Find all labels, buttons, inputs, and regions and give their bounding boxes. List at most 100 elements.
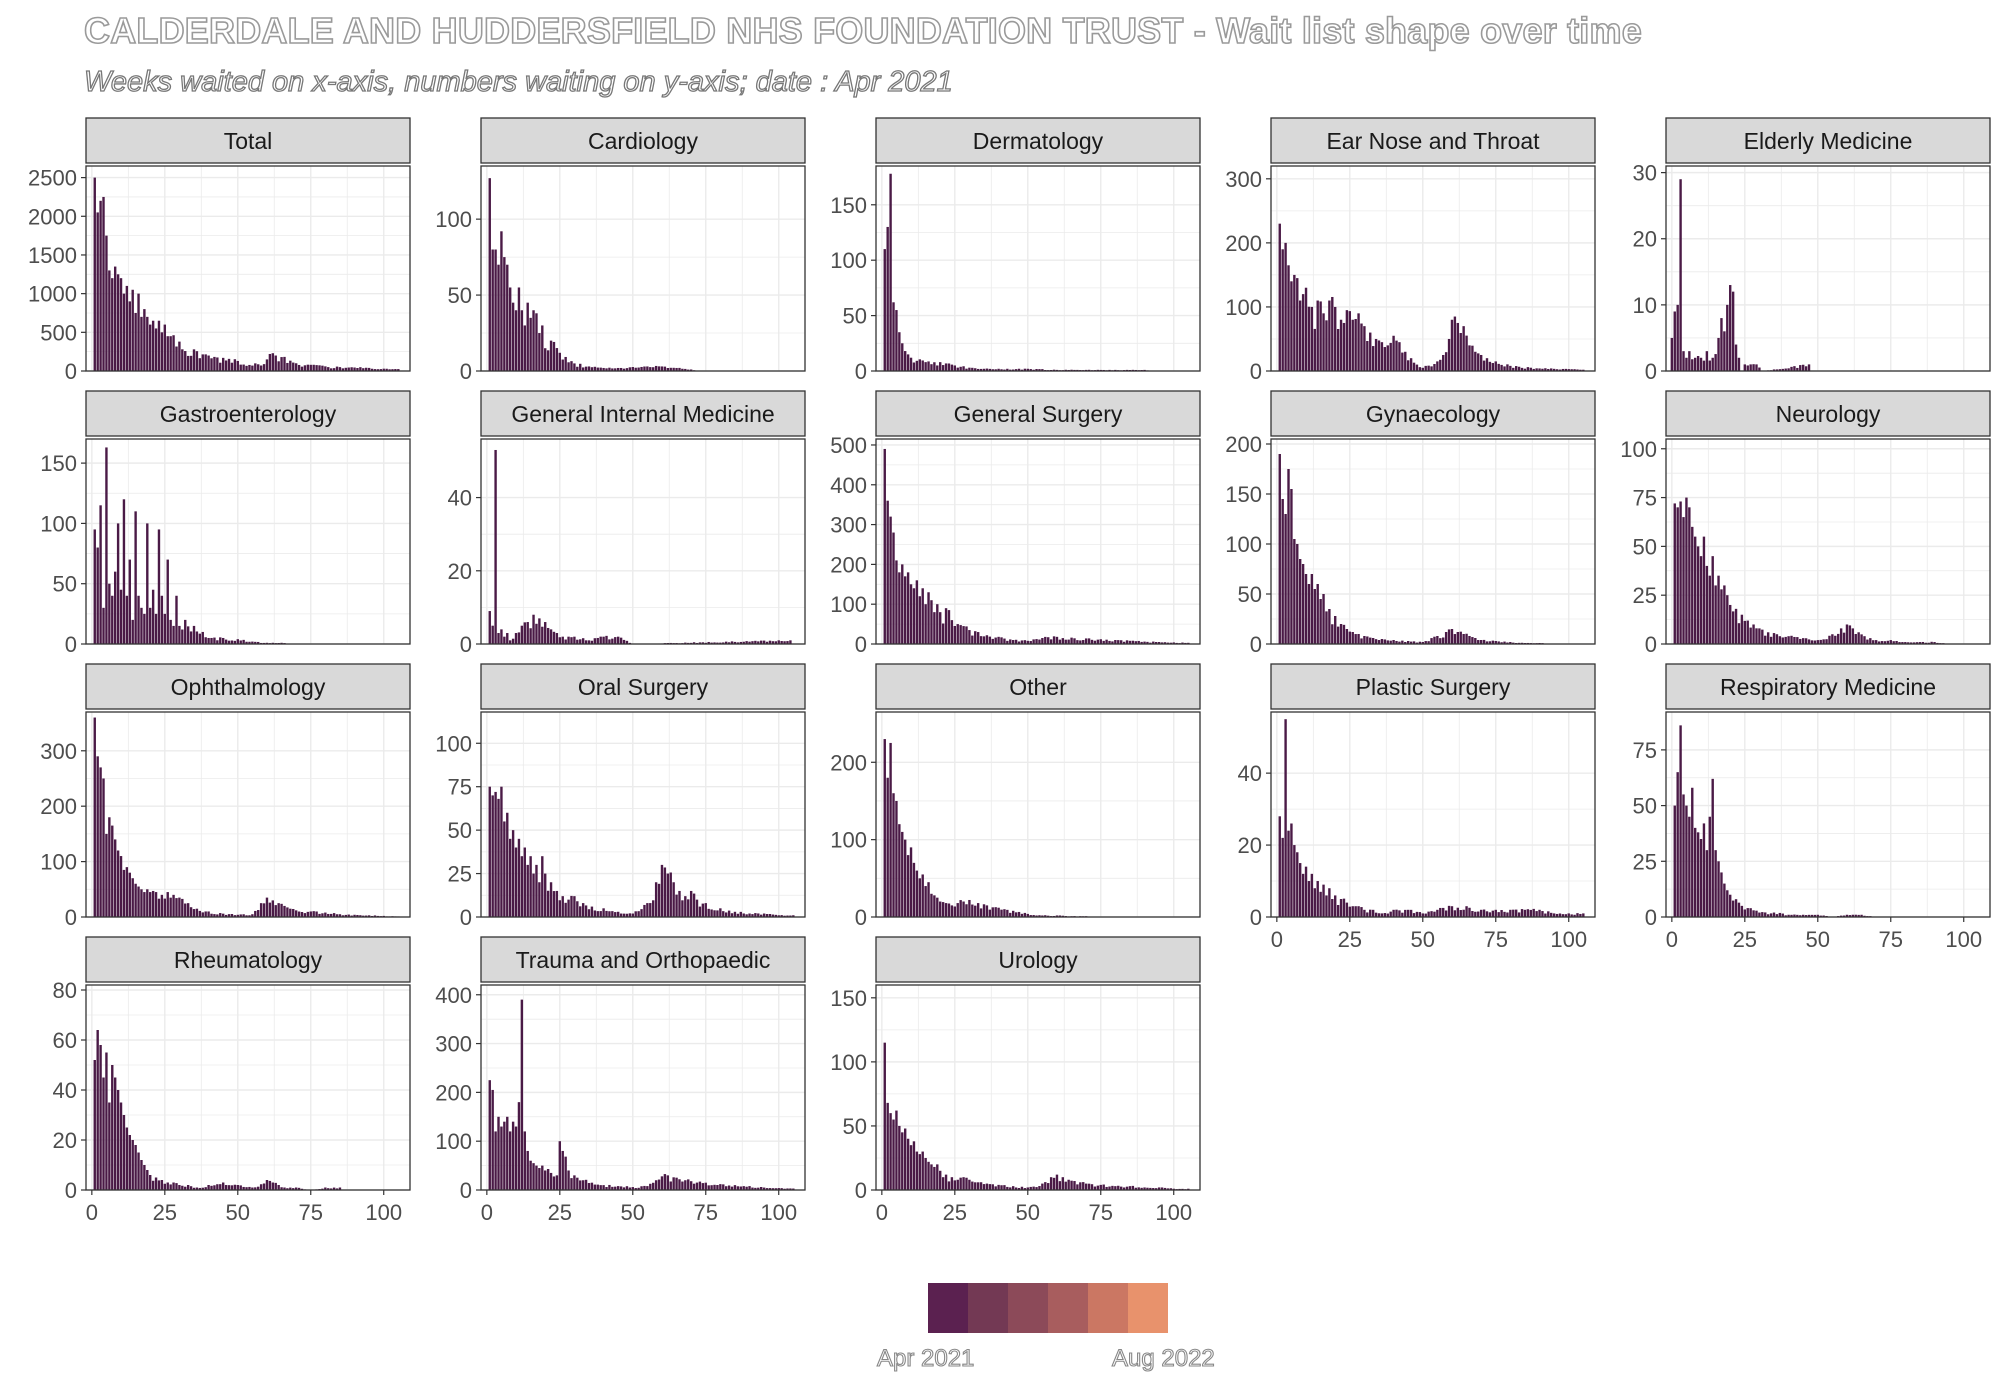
bar <box>520 625 524 644</box>
bar <box>965 1177 968 1190</box>
bar <box>1421 913 1424 917</box>
bar <box>151 589 155 644</box>
bar <box>649 367 652 371</box>
bar <box>1784 915 1787 917</box>
bar <box>646 366 649 371</box>
x-tick-label: 0 <box>481 1200 493 1225</box>
bar <box>312 364 315 371</box>
y-tick-label: 100 <box>40 850 77 875</box>
bar <box>555 1175 559 1190</box>
bar <box>684 1180 687 1190</box>
bar <box>541 325 544 371</box>
bar <box>146 316 149 371</box>
bar <box>1052 1177 1056 1190</box>
bar <box>1734 608 1738 644</box>
bar <box>1298 863 1302 917</box>
bar <box>649 903 652 917</box>
bar <box>684 642 687 644</box>
bar <box>1514 909 1518 917</box>
x-tick-label: 25 <box>943 1200 967 1225</box>
bar <box>895 1110 898 1190</box>
bar <box>1787 914 1790 917</box>
bar <box>1758 628 1761 644</box>
bar <box>1848 915 1852 917</box>
bar <box>1781 368 1784 371</box>
bar <box>1860 914 1863 917</box>
bar <box>599 1185 602 1190</box>
bar <box>889 742 892 917</box>
bar <box>1392 909 1395 917</box>
bar <box>780 641 783 644</box>
bar <box>365 915 368 917</box>
bar <box>1872 640 1875 644</box>
bar <box>1029 641 1032 644</box>
bar <box>239 1185 242 1190</box>
bar <box>663 867 667 917</box>
bar <box>213 637 216 644</box>
bar <box>616 1186 620 1190</box>
bar <box>544 622 547 644</box>
bar <box>1084 1183 1088 1190</box>
bar <box>514 633 518 644</box>
bar <box>1720 318 1723 371</box>
bar <box>733 641 737 644</box>
facet-strip <box>85 936 411 983</box>
bar <box>192 909 196 917</box>
bar <box>251 1187 254 1190</box>
bar <box>678 1179 681 1190</box>
bar <box>356 367 359 371</box>
y-tick-label: 75 <box>1633 486 1657 511</box>
bar <box>1137 640 1140 644</box>
bar <box>257 910 260 917</box>
bar <box>1682 517 1685 644</box>
bar <box>1067 1179 1070 1190</box>
bar <box>303 365 307 371</box>
bar <box>1287 830 1290 917</box>
bar <box>751 914 754 917</box>
bar <box>933 1166 936 1190</box>
bar <box>1122 1187 1126 1190</box>
x-tick-label: 75 <box>1089 1200 1113 1225</box>
bar <box>1561 368 1565 371</box>
bar <box>1363 636 1366 644</box>
bar <box>1494 641 1497 644</box>
bar <box>921 874 924 917</box>
bar <box>567 1170 570 1190</box>
panel-border <box>875 711 1201 918</box>
panel-border <box>480 984 806 1191</box>
bar <box>994 907 997 917</box>
bar <box>201 1187 204 1190</box>
bar <box>558 637 562 644</box>
bar <box>941 365 945 371</box>
bar <box>1354 318 1357 371</box>
bar <box>219 913 222 917</box>
bar <box>1693 827 1697 917</box>
bar <box>1055 915 1059 917</box>
bar <box>532 310 535 371</box>
bar <box>1079 640 1082 644</box>
bar <box>1334 616 1337 644</box>
bar <box>254 1187 257 1190</box>
bar <box>491 249 494 371</box>
y-tick-label: 100 <box>830 592 867 617</box>
bar <box>111 595 114 644</box>
bar <box>143 1165 146 1190</box>
bar <box>742 913 745 917</box>
bar <box>783 915 786 917</box>
bar <box>128 559 131 644</box>
bar <box>654 1180 658 1190</box>
legend-swatch <box>1048 1283 1088 1333</box>
bar <box>102 778 105 917</box>
bar <box>1006 909 1009 917</box>
bar <box>1544 368 1547 371</box>
bar <box>1418 641 1422 644</box>
bar <box>546 890 550 917</box>
bar <box>230 640 234 644</box>
bar <box>1011 640 1015 644</box>
bar <box>1290 823 1293 917</box>
bar <box>889 516 892 644</box>
bar <box>789 915 792 917</box>
bar <box>538 1168 541 1190</box>
bar <box>1296 544 1299 644</box>
bar <box>1702 823 1706 917</box>
